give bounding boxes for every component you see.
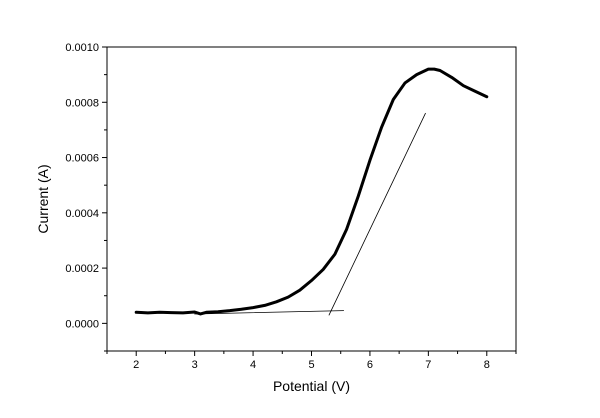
series-layer: [134, 67, 489, 316]
y-tick-label: 0.0004: [65, 208, 99, 220]
plot-frame: [106, 46, 517, 352]
y-axis-title: Current (A): [35, 164, 51, 233]
y-tick-label: 0.0008: [65, 97, 99, 109]
x-tick-label: 2: [133, 359, 139, 371]
x-tick-label: 7: [425, 359, 431, 371]
x-tick-label: 5: [308, 359, 314, 371]
x-tick-label: 3: [192, 359, 198, 371]
y-tick-label: 0.0002: [65, 263, 99, 275]
y-tick-label: 0.0000: [65, 318, 99, 330]
y-tick-label: 0.0006: [65, 153, 99, 165]
data-series-line: [134, 67, 489, 316]
tangent-line-1: [194, 310, 345, 315]
x-axis-ticks: 2 3 4 5 6 7 8: [106, 351, 517, 371]
x-axis-title: Potential (V): [273, 378, 350, 394]
y-tick-label: 0.0010: [65, 42, 99, 54]
x-tick-label: 8: [484, 359, 490, 371]
y-axis-ticks: 0.0000 0.0002 0.0004 0.0006 0.0008 0.0010: [65, 42, 107, 352]
x-tick-label: 6: [367, 359, 373, 371]
tangent-line-2: [328, 112, 426, 316]
x-tick-label: 4: [250, 359, 256, 371]
